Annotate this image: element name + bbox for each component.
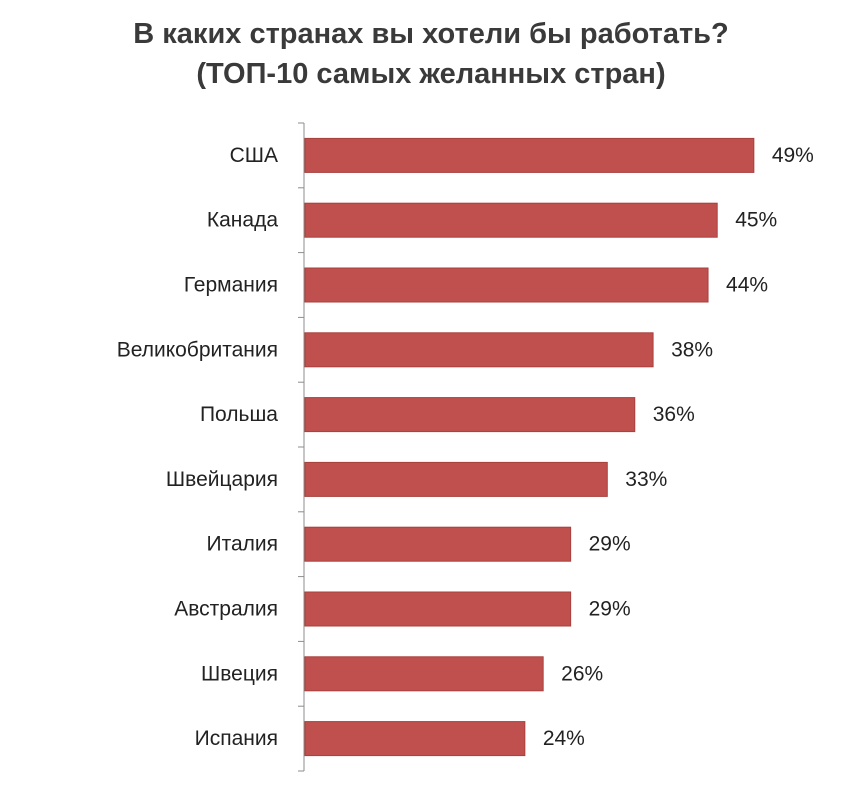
value-label: 36% — [653, 403, 695, 426]
category-label: Швеция — [201, 662, 278, 685]
bar-5 — [304, 461, 608, 497]
category-label: Канада — [207, 209, 278, 232]
bar-3 — [304, 332, 654, 368]
category-label: Швейцария — [166, 468, 278, 491]
value-label: 45% — [735, 209, 777, 232]
bar-6 — [304, 526, 572, 562]
bar-7 — [304, 591, 572, 627]
chart-title: В каких странах вы хотели бы работать? — [133, 18, 729, 50]
bars-layer — [304, 137, 755, 757]
bar-0 — [304, 137, 755, 173]
value-label: 49% — [772, 144, 814, 167]
bar-9 — [304, 721, 526, 757]
axis-layer — [298, 122, 305, 772]
chart-subtitle: (ТОП-10 самых желанных стран) — [196, 58, 666, 90]
category-label: Италия — [206, 533, 278, 556]
value-label: 29% — [589, 598, 631, 621]
bar-1 — [304, 202, 718, 238]
value-label: 33% — [625, 468, 667, 491]
chart-title-block: В каких странах вы хотели бы работать? (… — [0, 14, 862, 94]
value-label: 44% — [726, 274, 768, 297]
category-label: Великобритания — [117, 338, 278, 361]
value-label: 38% — [671, 338, 713, 361]
category-label: Германия — [184, 274, 278, 297]
category-label: США — [230, 144, 278, 167]
value-label: 26% — [561, 662, 603, 685]
category-label: Испания — [195, 727, 278, 750]
bar-2 — [304, 267, 709, 303]
category-label: Австралия — [174, 598, 278, 621]
value-label: 24% — [543, 727, 585, 750]
bar-8 — [304, 656, 544, 692]
value-label: 29% — [589, 533, 631, 556]
labels-layer: США 49% Канада 45% Германия 44% Великобритания… — [117, 144, 814, 750]
category-label: Польша — [200, 403, 278, 426]
bar-4 — [304, 397, 636, 433]
